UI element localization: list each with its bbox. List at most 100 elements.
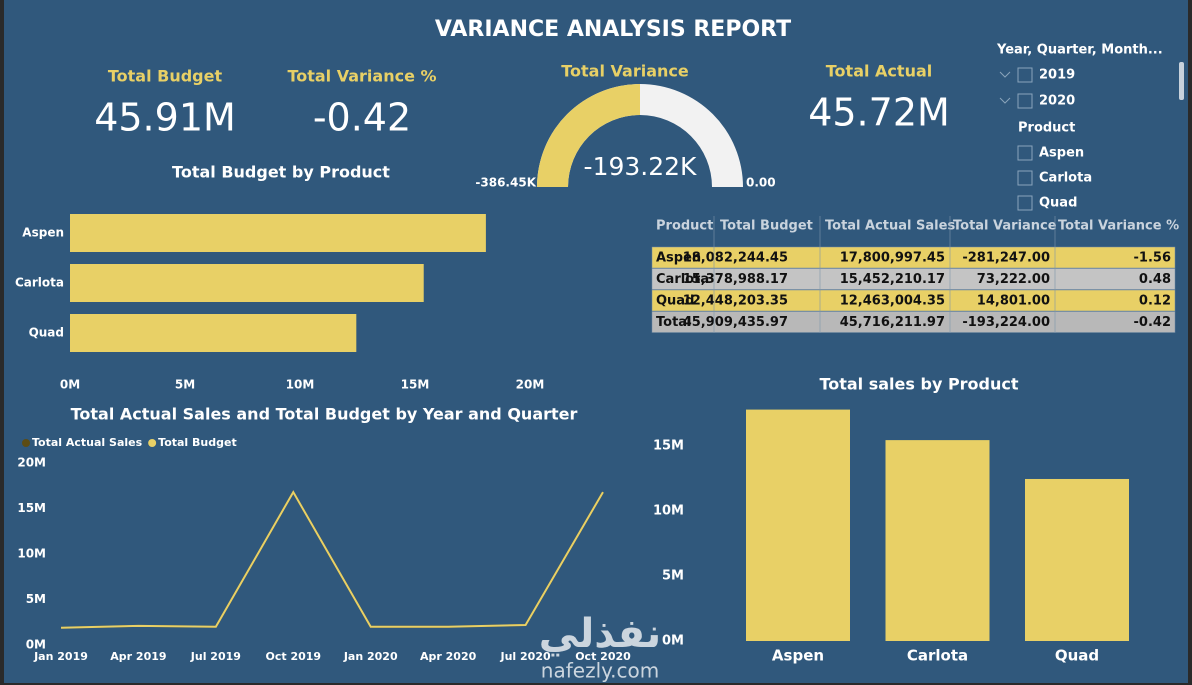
table-cell: 0.48 xyxy=(1139,272,1171,287)
slicer-item[interactable]: 2019 xyxy=(1039,68,1075,83)
slicer-item[interactable]: Aspen xyxy=(1039,146,1084,161)
kpi-label: Total Variance % xyxy=(287,67,436,86)
x-tick-label: 20M xyxy=(516,378,545,392)
table-cell: Quad xyxy=(656,294,694,309)
bar xyxy=(746,409,850,641)
table-cell: 15,452,210.17 xyxy=(840,272,945,287)
y-tick-label: 5M xyxy=(662,569,684,584)
category-label: Quad xyxy=(29,326,64,340)
gauge-min: -386.45K xyxy=(475,176,536,190)
scrollbar[interactable] xyxy=(1179,62,1184,100)
report-title: VARIANCE ANALYSIS REPORT xyxy=(435,17,791,42)
bar xyxy=(70,214,486,252)
watermark: نفذلي xyxy=(539,611,661,657)
kpi-label: Total Actual xyxy=(826,62,932,81)
series-line xyxy=(60,490,604,629)
table-cell: 17,800,997.45 xyxy=(840,251,945,266)
table-cell: 14,801.00 xyxy=(977,294,1050,309)
kpi-value: -0.42 xyxy=(313,96,411,140)
y-tick-label: 10M xyxy=(17,547,46,561)
chart-title: Total Budget by Product xyxy=(172,163,390,182)
kpi-value: 45.72M xyxy=(808,91,950,135)
kpi-label: Total Budget xyxy=(108,67,223,86)
table-header: Total Budget xyxy=(720,219,813,234)
table-row xyxy=(651,311,1176,333)
y-tick-label: 5M xyxy=(26,592,46,606)
table-cell: -0.42 xyxy=(1134,315,1171,330)
slicer-item[interactable]: 2020 xyxy=(1039,94,1075,109)
kpi-value: 45.91M xyxy=(94,96,236,140)
table-header: Total Variance xyxy=(953,219,1057,234)
table-cell: 45,909,435.97 xyxy=(683,315,788,330)
slicer-item[interactable]: Quad xyxy=(1039,196,1077,211)
legend-label: Total Actual Sales xyxy=(32,436,143,449)
x-tick-label: Apr 2020 xyxy=(420,650,477,663)
legend-marker xyxy=(22,439,30,447)
y-tick-label: 0M xyxy=(26,638,46,652)
category-label: Aspen xyxy=(22,226,64,240)
gauge-value-label: -193.22K xyxy=(584,152,697,181)
table-cell: 73,222.00 xyxy=(977,272,1050,287)
table-cell: -193,224.00 xyxy=(962,315,1050,330)
table-row xyxy=(651,268,1176,290)
checkbox[interactable] xyxy=(1017,93,1033,109)
table-cell: Carlota xyxy=(656,272,709,287)
gauge-title: Total Variance xyxy=(561,62,689,81)
x-tick-label: Oct 2019 xyxy=(265,650,321,663)
expand-chevron[interactable] xyxy=(999,97,1011,104)
table-header: Total Variance % xyxy=(1058,219,1179,234)
checkbox[interactable] xyxy=(1017,170,1033,186)
checkbox[interactable] xyxy=(1017,145,1033,161)
chart-title: Total sales by Product xyxy=(819,375,1018,394)
table-cell: 45,716,211.97 xyxy=(840,315,945,330)
x-tick-label: 15M xyxy=(401,378,430,392)
table-header: Total Actual Sales xyxy=(825,219,955,234)
checkbox[interactable] xyxy=(1017,67,1033,83)
bar xyxy=(70,314,357,352)
slicer-header: Product xyxy=(1018,121,1075,136)
category-label: Quad xyxy=(1055,647,1099,665)
table-cell: Total xyxy=(656,315,692,330)
legend-label: Total Budget xyxy=(158,436,237,449)
x-tick-label: 10M xyxy=(286,378,315,392)
gauge-value xyxy=(537,84,641,187)
x-tick-label: Jan 2019 xyxy=(33,650,88,663)
x-tick-label: Jan 2020 xyxy=(343,650,398,663)
x-tick-label: Jul 2020 xyxy=(500,650,551,663)
category-label: Carlota xyxy=(15,276,64,290)
y-tick-label: 15M xyxy=(653,439,684,454)
x-tick-label: 0M xyxy=(60,378,80,392)
table-cell: -1.56 xyxy=(1134,251,1171,266)
table-row xyxy=(651,246,1176,269)
y-tick-label: 20M xyxy=(17,456,46,470)
table-cell: 12,448,203.35 xyxy=(683,294,788,309)
checkbox[interactable] xyxy=(1017,195,1033,211)
expand-chevron[interactable] xyxy=(999,71,1011,78)
category-label: Carlota xyxy=(907,647,968,665)
bar xyxy=(70,264,424,302)
x-tick-label: Oct 2020 xyxy=(575,650,631,663)
x-tick-label: Jul 2019 xyxy=(190,650,241,663)
slicer-header: Year, Quarter, Month... xyxy=(996,43,1163,58)
table-cell: Aspen xyxy=(656,251,701,266)
y-tick-label: 10M xyxy=(653,504,684,519)
category-label: Aspen xyxy=(772,647,824,665)
table-header: Product xyxy=(656,219,713,234)
table-cell: -281,247.00 xyxy=(962,251,1050,266)
bar xyxy=(885,440,990,641)
y-tick-label: 0M xyxy=(662,634,684,649)
chart-title: Total Actual Sales and Total Budget by Y… xyxy=(71,405,578,424)
table-cell: 12,463,004.35 xyxy=(840,294,945,309)
bar xyxy=(1025,478,1129,641)
legend-marker xyxy=(148,439,157,447)
slicer-item[interactable]: Carlota xyxy=(1039,171,1092,186)
gauge-max: 0.00 xyxy=(746,176,776,190)
table-cell: 15,378,988.17 xyxy=(683,272,788,287)
table-cell: 0.12 xyxy=(1139,294,1171,309)
table-cell: 18,082,244.45 xyxy=(683,251,788,266)
table-row xyxy=(651,289,1176,312)
watermark: nafezly.com xyxy=(541,659,659,683)
x-tick-label: Apr 2019 xyxy=(110,650,166,663)
x-tick-label: 5M xyxy=(175,378,195,392)
